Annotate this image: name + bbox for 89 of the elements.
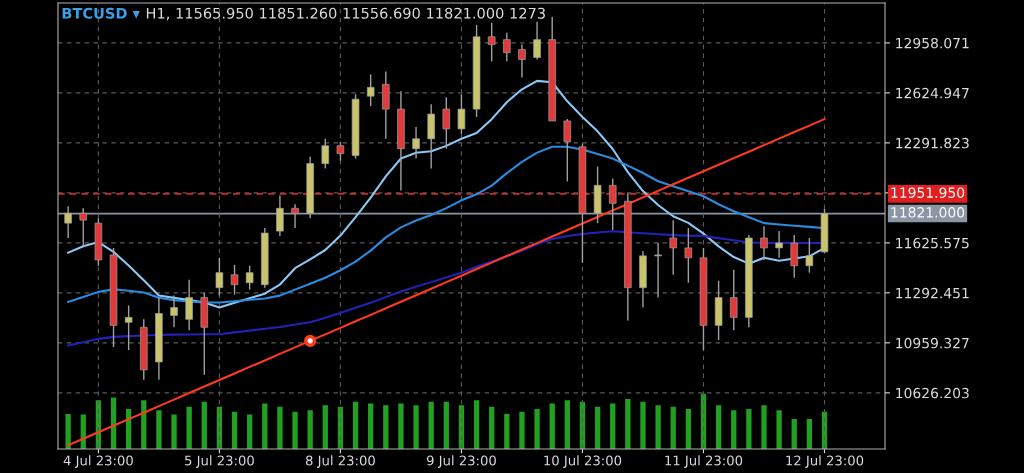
- bar: [549, 403, 555, 449]
- chart-subtitle: H1, 11565.950 11851.260 11556.690 11821.000 1273: [146, 7, 545, 21]
- bar: [715, 405, 722, 449]
- bar: [65, 414, 71, 449]
- candlestick: [503, 32, 511, 63]
- candlestick: [669, 219, 677, 276]
- candlestick: [185, 279, 193, 331]
- line-series: [67, 117, 826, 447]
- bar: [761, 405, 767, 449]
- bar: [519, 411, 525, 449]
- bar: [776, 410, 782, 449]
- candlestick: [321, 138, 330, 170]
- ref-line-label: 11951.950: [891, 187, 965, 198]
- bar: [473, 400, 480, 449]
- candlestick: [64, 205, 72, 239]
- y-tick-label: 12624.947: [896, 87, 969, 99]
- bar: [368, 403, 374, 449]
- candlestick: [79, 207, 88, 247]
- bar: [413, 405, 419, 449]
- bar: [640, 401, 646, 449]
- bar: [806, 419, 813, 449]
- bar: [504, 414, 510, 449]
- bar: [247, 414, 253, 449]
- y-tick-label: 10959.327: [896, 337, 969, 349]
- bar: [791, 419, 797, 449]
- candlestick: [608, 177, 617, 231]
- y-tick-label: 11625.575: [896, 237, 969, 249]
- candlestick: [291, 203, 299, 229]
- bar: [156, 410, 162, 449]
- x-tick-label: 5 Jul 23:00: [185, 455, 254, 468]
- bar: [443, 401, 449, 449]
- candlestick: [805, 237, 814, 274]
- bar: [307, 410, 313, 449]
- bar: [352, 401, 359, 449]
- candlestick: [684, 227, 693, 284]
- candlestick: [487, 22, 496, 63]
- bar: [685, 409, 691, 449]
- bar: [383, 405, 389, 449]
- candlestick: [760, 225, 768, 261]
- candlestick: [790, 234, 798, 279]
- bar: [670, 406, 676, 449]
- candlestick: [457, 93, 466, 135]
- ref-line-label: 11821.000: [891, 207, 965, 218]
- bar: [277, 406, 283, 449]
- x-tick-label: 9 Jul 23:00: [426, 455, 496, 468]
- x-tick-label: 11 Jul 23:00: [665, 455, 743, 468]
- x-tick-label: 8 Jul 23:00: [305, 455, 375, 468]
- candlestick: [336, 141, 345, 162]
- bar: [322, 405, 328, 449]
- bar: [625, 399, 631, 449]
- bar: [428, 401, 434, 449]
- y-tick-label: 10626.203: [896, 387, 969, 399]
- y-tick-label: 12958.071: [896, 37, 969, 49]
- x-tick-label: 12 Jul 23:00: [786, 455, 864, 468]
- candlestick: [442, 96, 451, 150]
- bar: [489, 406, 495, 449]
- candlestick: [563, 118, 572, 183]
- candlestick: [654, 242, 662, 299]
- candlestick: [518, 43, 526, 79]
- bar: [594, 406, 601, 449]
- bar: [731, 410, 737, 449]
- x-tick-label: 10 Jul 23:00: [544, 455, 622, 468]
- candlestick: [729, 268, 738, 331]
- candlestick: [170, 294, 178, 328]
- bar: [655, 405, 661, 449]
- bar: [610, 403, 616, 449]
- bar: [231, 411, 238, 449]
- bar: [398, 403, 404, 449]
- bar: [201, 401, 207, 449]
- candlestick: [366, 73, 375, 107]
- candlestick: [775, 230, 783, 259]
- candlestick: [276, 194, 284, 237]
- bar: [186, 406, 192, 449]
- bar: [564, 400, 570, 449]
- y-tick-label: 11292.451: [896, 287, 969, 299]
- bar: [292, 411, 298, 449]
- candlestick: [533, 21, 541, 61]
- candlestick: [245, 265, 254, 291]
- candlestick: [124, 304, 133, 351]
- bar: [534, 409, 540, 449]
- chart-title: BTCUSD ▾: [62, 7, 140, 19]
- candlestick: [215, 257, 224, 297]
- candlestick: [230, 264, 239, 296]
- bar: [746, 409, 752, 449]
- candlestick: [412, 126, 420, 160]
- bar: [171, 414, 177, 449]
- x-tick-label: 4 Jul 23:00: [63, 455, 133, 468]
- y-tick-label: 12291.823: [896, 137, 969, 149]
- bar: [262, 403, 268, 449]
